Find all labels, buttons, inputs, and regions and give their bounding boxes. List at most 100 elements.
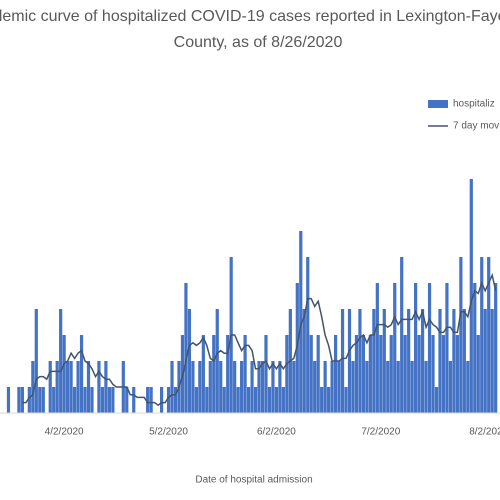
legend-label: hospitaliz	[453, 99, 495, 110]
bar	[351, 361, 355, 413]
bar	[487, 257, 491, 413]
bar	[31, 361, 35, 413]
bar	[274, 387, 279, 413]
bar	[448, 361, 453, 413]
bar	[417, 335, 421, 413]
bar	[240, 361, 244, 413]
x-tick-label: 4/2/2020	[45, 427, 84, 438]
bar	[473, 283, 477, 413]
bar	[476, 335, 480, 413]
bar	[76, 361, 80, 413]
bar	[222, 387, 226, 413]
bar	[365, 361, 369, 413]
bar	[285, 335, 289, 413]
bar	[17, 387, 21, 413]
bar	[431, 335, 435, 413]
bar	[344, 387, 348, 413]
bar	[320, 387, 324, 413]
bar	[372, 309, 376, 413]
bar	[299, 231, 303, 413]
bar	[323, 361, 327, 413]
bar	[212, 335, 216, 413]
bar	[302, 309, 306, 413]
bar	[313, 361, 317, 413]
bar	[201, 335, 205, 413]
chart-title: demic curve of hospitalized COVID-19 cas…	[0, 8, 500, 25]
bar	[438, 309, 442, 413]
bar	[434, 387, 439, 413]
bar	[243, 335, 247, 413]
bar	[6, 387, 11, 413]
bar	[86, 361, 91, 413]
bar	[414, 283, 418, 413]
bar	[462, 309, 466, 413]
bar	[407, 309, 411, 413]
legend-swatch	[428, 100, 448, 108]
bar	[205, 387, 209, 413]
bar	[100, 387, 105, 413]
bar	[170, 361, 174, 413]
bar	[361, 335, 366, 413]
bar	[194, 387, 198, 413]
bar	[292, 361, 296, 413]
bar	[246, 387, 251, 413]
bar	[236, 387, 240, 413]
bar	[149, 387, 153, 413]
bar	[20, 387, 24, 413]
bar	[111, 387, 115, 413]
moving-average-line	[22, 272, 497, 407]
bar	[260, 361, 265, 413]
bar	[184, 283, 188, 413]
bar	[445, 283, 449, 413]
x-tick-label: 5/2/2020	[149, 427, 188, 438]
bar	[215, 309, 219, 413]
bar	[389, 335, 393, 413]
x-axis-title: Date of hospital admission	[195, 475, 312, 486]
bar	[187, 309, 192, 413]
bar	[257, 361, 261, 413]
bar	[452, 309, 456, 413]
bar	[441, 335, 446, 413]
bar	[271, 361, 275, 413]
bar	[278, 361, 282, 413]
bar	[309, 335, 313, 413]
bar	[264, 335, 268, 413]
bar	[208, 361, 212, 413]
bar	[382, 309, 386, 413]
bar	[38, 387, 42, 413]
bar	[400, 257, 404, 413]
bar	[132, 387, 136, 413]
bar	[59, 309, 63, 413]
bar	[159, 387, 164, 413]
bar	[52, 387, 56, 413]
bar	[490, 309, 494, 413]
bar	[48, 361, 52, 413]
bar	[333, 335, 338, 413]
bar	[393, 283, 397, 413]
bar	[250, 361, 254, 413]
bar	[386, 361, 390, 413]
bar	[198, 361, 202, 413]
bar	[466, 361, 470, 413]
bar	[267, 387, 272, 413]
bar	[427, 283, 432, 413]
bar	[403, 335, 407, 413]
bar	[379, 335, 383, 413]
bar	[90, 387, 94, 413]
x-tick-label: 7/2/2020	[361, 427, 400, 438]
bar	[55, 361, 59, 413]
bar	[226, 335, 230, 413]
bar	[281, 387, 285, 413]
bar	[455, 335, 459, 413]
bar	[327, 387, 331, 413]
bar	[483, 309, 487, 413]
bar	[69, 361, 73, 413]
bar	[27, 387, 31, 413]
bar	[173, 387, 178, 413]
bar	[107, 387, 111, 413]
bar	[219, 361, 223, 413]
bar	[494, 283, 498, 413]
bar	[469, 179, 473, 413]
bar	[62, 335, 66, 413]
